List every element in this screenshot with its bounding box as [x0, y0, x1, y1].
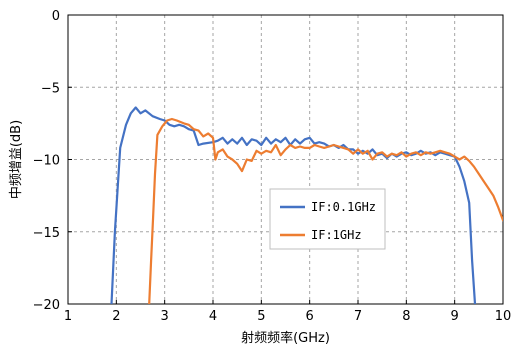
y-axis-title: 中频增益(dB) — [9, 120, 24, 199]
x-tick-label: 6 — [306, 309, 314, 324]
y-tick-label: −5 — [41, 81, 60, 96]
legend-label-0: IF:0.1GHz — [311, 200, 376, 214]
x-axis: 1 2 3 4 5 6 7 8 9 10 — [64, 300, 511, 324]
grid — [68, 15, 503, 304]
x-tick-label: 7 — [354, 309, 362, 324]
x-tick-label: 3 — [161, 309, 169, 324]
series-line-1 — [148, 117, 503, 304]
series-layer — [110, 106, 503, 304]
series-line-0 — [110, 106, 477, 304]
x-tick-label: 2 — [112, 309, 120, 324]
x-tick-label: 9 — [451, 309, 459, 324]
legend: IF:0.1GHz IF:1GHz — [269, 188, 386, 250]
x-tick-label: 1 — [64, 309, 72, 324]
x-tick-label: 4 — [209, 309, 217, 324]
x-tick-label: 8 — [402, 309, 410, 324]
y-tick-label: −15 — [33, 226, 60, 241]
y-axis: 0 −5 −10 −15 −20 — [33, 9, 72, 313]
y-tick-label: −10 — [33, 154, 60, 169]
x-tick-label: 10 — [495, 309, 512, 324]
y-tick-label: −20 — [33, 298, 60, 313]
legend-label-1: IF:1GHz — [311, 228, 362, 242]
legend-box — [269, 188, 386, 250]
y-tick-label: 0 — [52, 9, 60, 24]
x-tick-label: 5 — [257, 309, 265, 324]
x-axis-title: 射频频率(GHz) — [241, 330, 330, 346]
